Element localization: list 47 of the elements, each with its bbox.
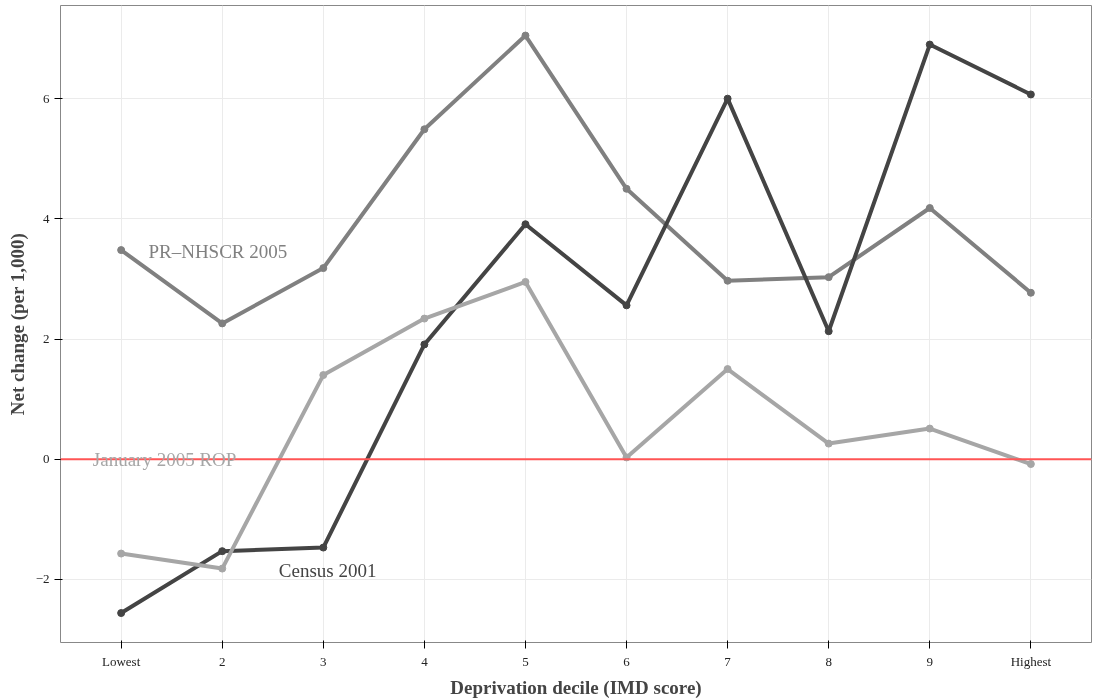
y-axis-title: Net change (per 1,000) (6, 233, 29, 416)
x-tick-label: 5 (522, 653, 529, 669)
point (925, 204, 934, 213)
point (824, 273, 833, 282)
y-tick-label: 0 (43, 451, 50, 467)
x-axis-title: Deprivation decile (IMD score) (450, 676, 702, 699)
point (218, 319, 227, 328)
point (723, 276, 732, 285)
point (218, 564, 227, 573)
point (521, 277, 530, 286)
x-tick-label: 3 (320, 653, 327, 669)
y-tick-label: 2 (43, 331, 50, 347)
point (824, 327, 833, 336)
point (521, 31, 530, 40)
point (1026, 90, 1035, 99)
point (622, 184, 631, 193)
point (319, 543, 328, 552)
point (420, 340, 429, 349)
x-tick-label: 8 (825, 653, 832, 669)
point (925, 40, 934, 49)
point (824, 439, 833, 448)
point (622, 301, 631, 310)
point (925, 424, 934, 433)
x-tick-label: 6 (623, 653, 631, 669)
y-tick-label: 4 (43, 210, 50, 226)
point (1026, 460, 1035, 469)
x-tick-label: 2 (218, 653, 226, 669)
y-tick-label: 6 (43, 90, 50, 106)
point (420, 314, 429, 323)
point (218, 547, 227, 556)
point (319, 371, 328, 380)
x-tick-label: 4 (421, 653, 429, 669)
point (117, 609, 126, 618)
x-tick-label: 9 (926, 653, 934, 669)
point (723, 365, 732, 374)
point (1026, 288, 1035, 297)
series-label: PR–NHSCR 2005 (148, 241, 288, 263)
point (319, 264, 328, 273)
point (117, 549, 126, 558)
point (117, 246, 126, 255)
point (521, 220, 530, 229)
series-label: Census 2001 (278, 559, 377, 581)
y-tick-label: −2 (35, 571, 50, 587)
x-tick-label: Lowest (102, 653, 141, 669)
point (420, 125, 429, 134)
x-tick-label: Highest (1010, 653, 1052, 669)
x-tick-label: 7 (724, 653, 732, 669)
